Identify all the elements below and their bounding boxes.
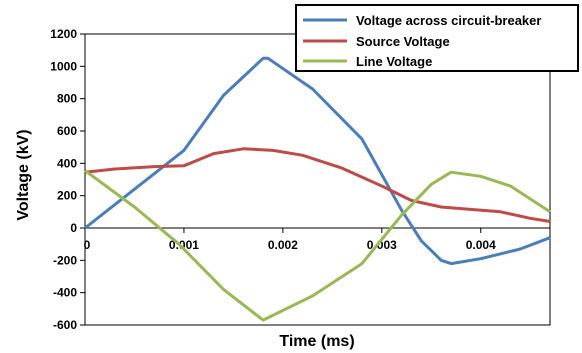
x-tick-label: 0.004 [466, 238, 496, 252]
y-tick-label: -200 [53, 253, 77, 267]
y-tick-label: -600 [53, 318, 77, 332]
x-tick-label: 0.002 [268, 238, 298, 252]
x-axis-title: Time (ms) [279, 333, 354, 350]
legend: Voltage across circuit-breaker Source Vo… [295, 4, 579, 72]
y-tick-label: -400 [53, 286, 77, 300]
series-line-circuit-breaker [84, 56, 551, 266]
x-tick-label: 0 [84, 238, 91, 252]
series-line-source-voltage [84, 147, 551, 223]
y-tick-label: 400 [57, 156, 77, 170]
y-axis-title: Voltage (kV) [15, 129, 32, 220]
legend-label-line-voltage: Line Voltage [356, 54, 432, 69]
y-tick-label: 800 [57, 92, 77, 106]
series-lines [84, 56, 551, 322]
y-tick-label: 600 [57, 124, 77, 138]
legend-label-source-voltage: Source Voltage [356, 34, 450, 49]
y-tick-label: 1200 [50, 27, 77, 41]
y-tick-label: 0 [70, 221, 77, 235]
series-line-line-voltage [84, 169, 551, 322]
y-axis-ticks: 1200 1000 800 600 400 200 0 -200 -400 -600 [50, 27, 85, 332]
y-tick-label: 200 [57, 189, 77, 203]
plot-area [84, 33, 551, 326]
plot-frame [84, 33, 551, 326]
y-tick-label: 1000 [50, 59, 77, 73]
legend-label-circuit-breaker: Voltage across circuit-breaker [356, 13, 541, 28]
